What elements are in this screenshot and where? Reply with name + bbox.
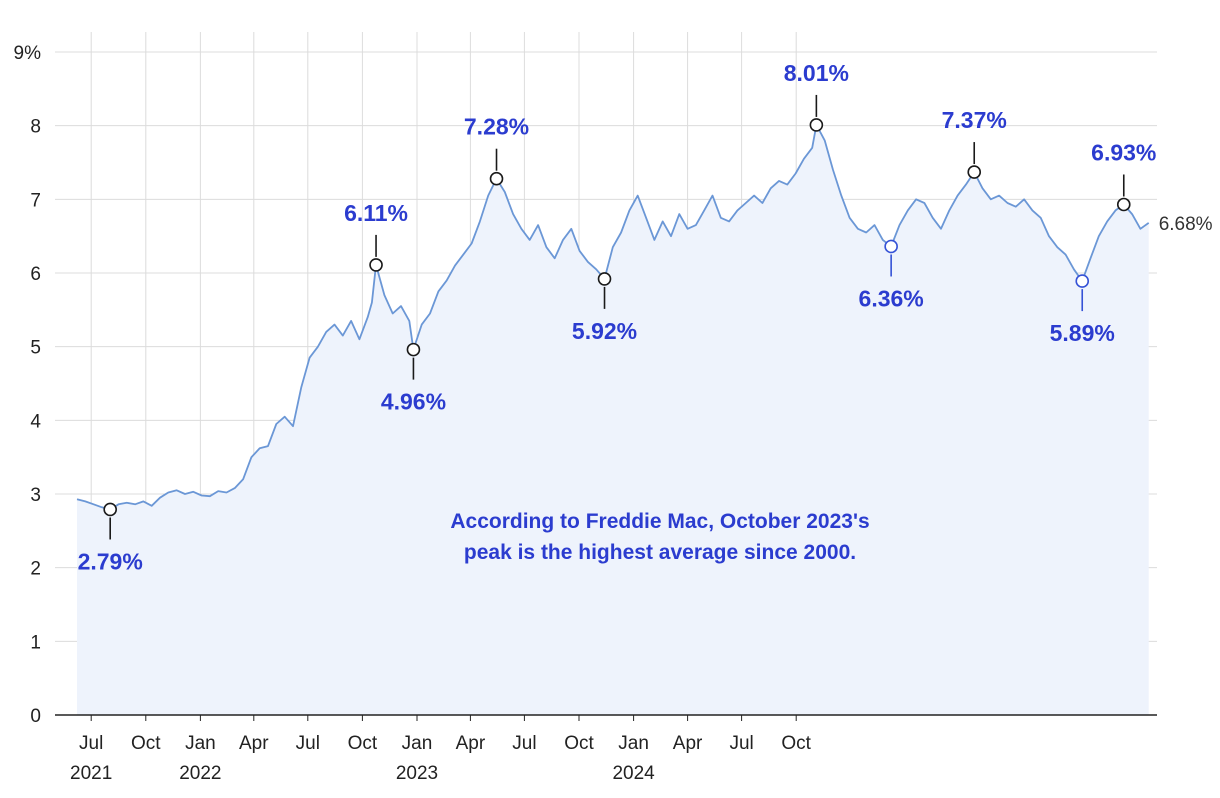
annotation-marker bbox=[597, 272, 612, 286]
x-tick-label: Jan bbox=[185, 733, 216, 754]
y-tick-label: 5 bbox=[30, 338, 41, 359]
last-value-label: 6.68% bbox=[1159, 214, 1213, 235]
y-tick-label: 0 bbox=[30, 706, 41, 727]
annotation-marker bbox=[1116, 197, 1131, 212]
annotation-marker bbox=[369, 258, 383, 272]
series-line-path bbox=[76, 124, 1150, 511]
annotation-label: 8.01% bbox=[784, 60, 849, 86]
y-tick-label: 2 bbox=[30, 559, 41, 580]
y-tick-label: 3 bbox=[30, 485, 41, 506]
x-tick-label: Jul bbox=[512, 733, 536, 754]
annotation-label: 5.92% bbox=[572, 318, 637, 344]
x-tick-label: Jul bbox=[296, 733, 320, 754]
x-tick-label: Jul bbox=[729, 733, 753, 754]
x-tick-label: Jul bbox=[79, 733, 103, 754]
y-tick-label: 1 bbox=[30, 632, 41, 653]
annotation-marker bbox=[809, 118, 824, 132]
x-tick-year: 2022 bbox=[179, 763, 221, 784]
annotation-label: 4.96% bbox=[381, 389, 446, 415]
note-line-2: peak is the highest average since 2000. bbox=[464, 541, 856, 564]
annotation-marker bbox=[406, 342, 421, 357]
y-tick-label: 9% bbox=[14, 43, 42, 64]
x-tick-label: Apr bbox=[239, 733, 269, 754]
annotation-label: 7.28% bbox=[464, 114, 529, 140]
annotation-label: 6.11% bbox=[344, 200, 408, 226]
annotations: 2.79% 6.11% 4.96% 7.28% 5.92% 8.01% 6.36% 7.37%… bbox=[78, 60, 1157, 575]
x-tick-label: Jan bbox=[618, 733, 649, 754]
x-tick-year: 2024 bbox=[612, 763, 655, 784]
annotation-marker bbox=[967, 165, 982, 179]
x-tick-label: Apr bbox=[673, 733, 703, 754]
x-tick-label: Oct bbox=[781, 733, 811, 754]
annotation-marker bbox=[103, 502, 117, 517]
chart-note: According to Freddie Mac, October 2023's… bbox=[450, 510, 869, 564]
note-line-1: According to Freddie Mac, October 2023's bbox=[450, 510, 869, 533]
x-tick-label: Oct bbox=[348, 733, 378, 754]
x-tick-label: Oct bbox=[131, 733, 161, 754]
annotation-label: 5.89% bbox=[1050, 320, 1115, 346]
axes: 0 1 2 3 4 5 6 7 8 9% Jul 2021 Oct Jan 2022 Apr Jul Oct Jan… bbox=[14, 43, 1213, 784]
x-tick-year: 2023 bbox=[396, 763, 438, 784]
y-tick-label: 4 bbox=[30, 411, 41, 432]
annotation-marker bbox=[489, 171, 504, 186]
annotation-label: 6.36% bbox=[859, 285, 924, 311]
annotation-label: 7.37% bbox=[942, 107, 1007, 133]
y-tick-label: 6 bbox=[30, 264, 41, 285]
annotation-label: 2.79% bbox=[78, 548, 143, 574]
annotation-label: 6.93% bbox=[1091, 139, 1156, 165]
area-fill bbox=[77, 124, 1149, 715]
x-tick-label: Apr bbox=[456, 733, 486, 754]
x-tick-label: Oct bbox=[564, 733, 594, 754]
annotation-marker bbox=[1075, 274, 1090, 288]
annotation-marker bbox=[884, 239, 898, 254]
y-tick-label: 7 bbox=[30, 190, 41, 211]
y-tick-label: 8 bbox=[30, 117, 41, 138]
x-tick-label: Jan bbox=[402, 733, 433, 754]
x-tick-year: 2021 bbox=[70, 763, 112, 784]
series-line bbox=[76, 124, 1150, 511]
series-area bbox=[77, 124, 1149, 715]
